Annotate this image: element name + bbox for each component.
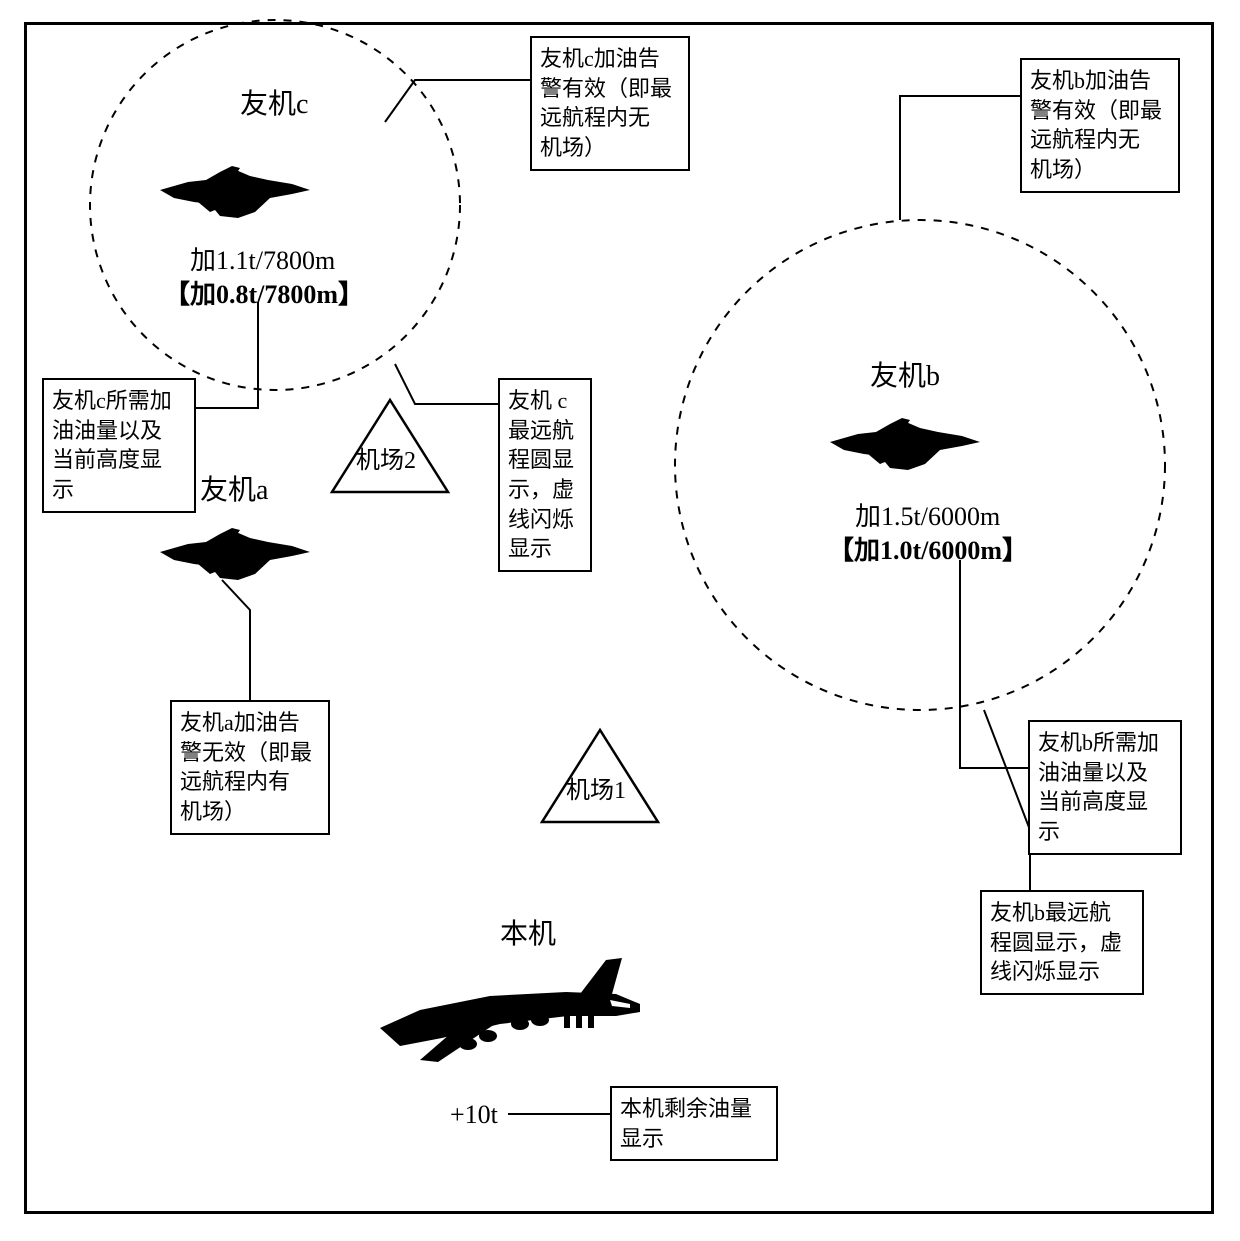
annotation-a-alert: 友机a加油告 警无效（即最 远航程内有 机场）	[170, 700, 330, 835]
own-fuel-value: +10t	[450, 1100, 498, 1130]
diagram-canvas: 友机c 加1.1t/7800m 【加0.8t/7800m】 友机b 加1.5t/…	[0, 0, 1240, 1241]
friend-b-label: 友机b	[870, 354, 940, 394]
annotation-c-fuel-alt: 友机c所需加 油油量以及 当前高度显 示	[42, 378, 196, 513]
own-aircraft-label: 本机	[500, 912, 556, 952]
friend-c-data1: 加1.1t/7800m	[190, 240, 335, 277]
annotation-b-range-circle: 友机b最远航 程圆显示，虚 线闪烁显示	[980, 890, 1144, 995]
annotation-own-fuel: 本机剩余油量 显示	[610, 1086, 778, 1161]
friend-a-label: 友机a	[200, 468, 268, 508]
airport1-label: 机场1	[566, 770, 626, 805]
annotation-c-range-circle: 友机 c 最远航 程圆显 示，虚 线闪烁 显示	[498, 378, 592, 572]
airport2-label: 机场2	[356, 440, 416, 475]
outer-frame	[24, 22, 1214, 1214]
friend-b-data1: 加1.5t/6000m	[855, 496, 1000, 533]
friend-b-data2: 【加1.0t/6000m】	[828, 530, 1028, 567]
annotation-c-alert: 友机c加油告 警有效（即最 远航程内无 机场）	[530, 36, 690, 171]
annotation-b-alert: 友机b加油告 警有效（即最 远航程内无 机场）	[1020, 58, 1180, 193]
friend-c-data2: 【加0.8t/7800m】	[164, 274, 364, 311]
annotation-b-fuel-alt: 友机b所需加 油油量以及 当前高度显 示	[1028, 720, 1182, 855]
friend-c-label: 友机c	[240, 82, 308, 122]
